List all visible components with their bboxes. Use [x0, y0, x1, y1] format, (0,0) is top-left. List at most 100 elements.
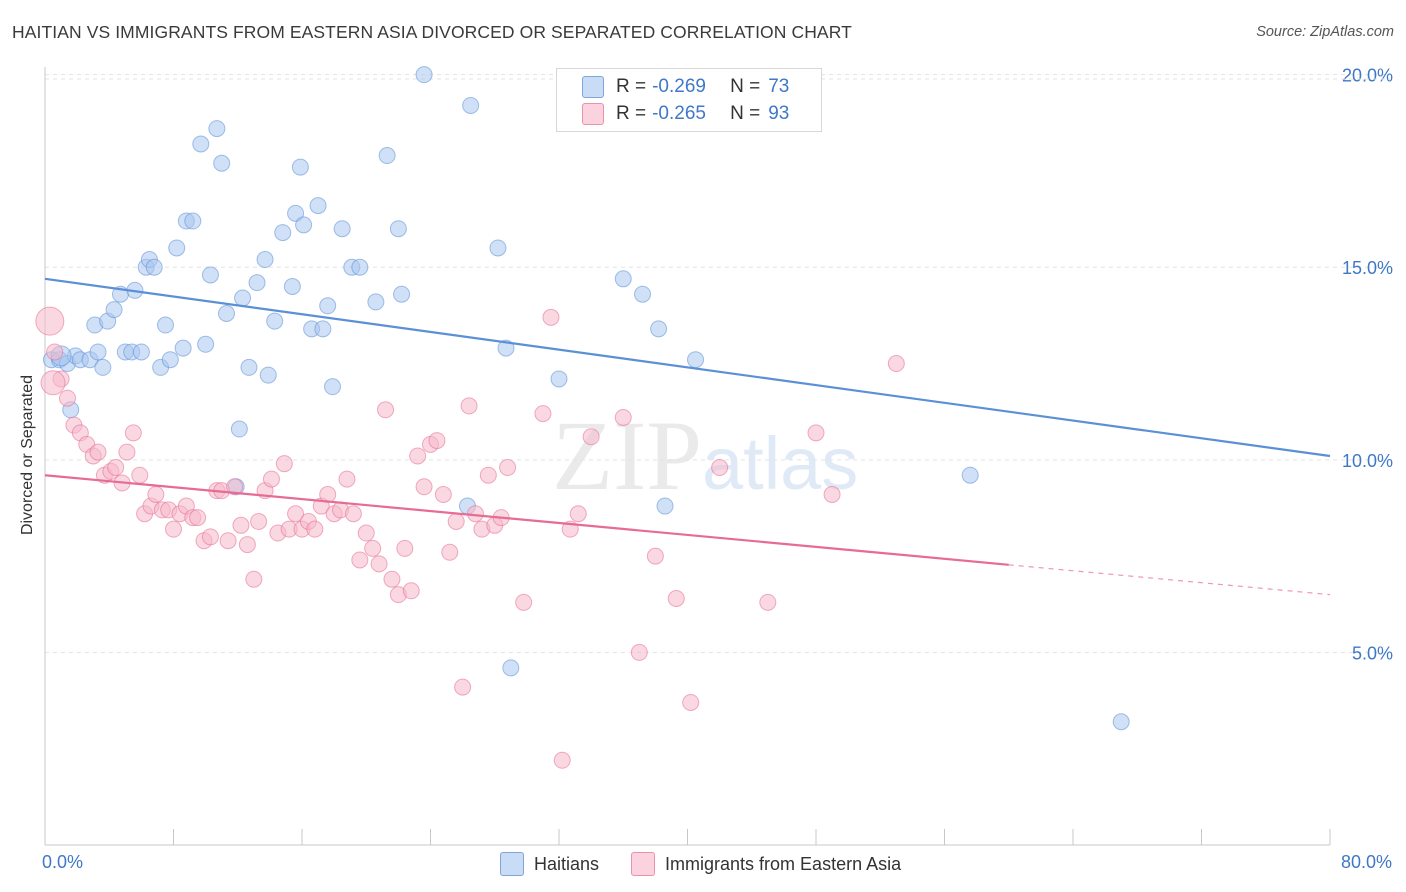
legend-n-label: N =	[730, 103, 761, 124]
haitian-point	[489, 239, 507, 257]
eastern-asia-point	[396, 539, 414, 557]
haitian-point	[201, 266, 219, 284]
eastern-asia-point	[58, 389, 76, 407]
chart-title: HAITIAN VS IMMIGRANTS FROM EASTERN ASIA …	[12, 22, 852, 42]
eastern-asia-trend-line	[44, 474, 1009, 566]
eastern-asia-point	[682, 693, 700, 711]
eastern-asia-point	[807, 424, 825, 442]
eastern-asia-point	[219, 532, 237, 550]
legend-item-eastern-asia: Immigrants from Eastern Asia	[631, 852, 901, 876]
eastern-asia-point	[515, 593, 533, 611]
haitian-point	[1112, 713, 1130, 731]
eastern-asia-point	[759, 593, 777, 611]
haitian-point	[389, 220, 407, 238]
haitian-point	[248, 274, 266, 292]
legend-item-haitians: Haitians	[500, 852, 599, 876]
legend-r-value: -0.265	[652, 103, 706, 124]
eastern-asia-point	[238, 536, 256, 554]
haitian-point	[497, 339, 515, 357]
haitian-point	[132, 343, 150, 361]
legend-label-eastern-asia: Immigrants from Eastern Asia	[665, 853, 902, 874]
eastern-asia-point	[454, 678, 472, 696]
haitian-point	[184, 212, 202, 230]
haitian-point	[168, 239, 186, 257]
legend-r-label: R =	[616, 76, 647, 97]
legend-swatch-eastern-asia	[582, 103, 604, 125]
haitian-point	[94, 358, 112, 376]
eastern-asia-point	[630, 643, 648, 661]
eastern-asia-point	[553, 751, 571, 769]
haitian-point	[266, 312, 284, 330]
eastern-asia-point	[35, 306, 65, 336]
legend-swatch-eastern-asia	[631, 852, 656, 876]
haitian-point	[324, 378, 342, 396]
correlation-legend: R = -0.269 N = 73 R = -0.265 N = 93	[556, 68, 822, 132]
haitian-point	[415, 66, 433, 84]
haitian-point	[145, 258, 163, 276]
haitian-point	[291, 158, 309, 176]
haitian-point	[656, 497, 674, 515]
eastern-asia-point	[542, 308, 560, 326]
eastern-asia-point	[344, 505, 362, 523]
legend-swatch-haitians	[582, 76, 604, 98]
haitian-point	[319, 297, 337, 315]
haitian-point	[309, 197, 327, 215]
eastern-asia-point	[460, 397, 478, 415]
eastern-asia-point	[441, 543, 459, 561]
eastern-asia-point	[499, 459, 517, 477]
eastern-asia-point	[89, 443, 107, 461]
eastern-asia-point	[479, 466, 497, 484]
haitian-point	[614, 270, 632, 288]
eastern-asia-point	[415, 478, 433, 496]
eastern-asia-point	[667, 589, 685, 607]
haitian-point	[259, 366, 277, 384]
eastern-asia-point	[409, 447, 427, 465]
haitian-point	[156, 316, 174, 334]
eastern-asia-point	[338, 470, 356, 488]
legend-r-value: -0.269	[652, 76, 706, 97]
haitian-point	[378, 147, 396, 165]
haitian-point	[351, 258, 369, 276]
eastern-asia-point	[582, 428, 600, 446]
haitian-point	[161, 351, 179, 369]
eastern-asia-point	[357, 524, 375, 542]
eastern-asia-point	[646, 547, 664, 565]
haitian-point	[174, 339, 192, 357]
eastern-asia-point	[351, 551, 369, 569]
eastern-asia-point	[40, 370, 66, 396]
haitian-point	[89, 343, 107, 361]
haitian-point	[240, 358, 258, 376]
y-tick-label: 10.0%	[1342, 451, 1393, 471]
eastern-asia-point	[402, 582, 420, 600]
y-tick-label: 5.0%	[1352, 643, 1393, 663]
series-legend: Haitians Immigrants from Eastern Asia	[500, 852, 933, 876]
eastern-asia-point	[569, 505, 587, 523]
haitian-point	[295, 216, 313, 234]
haitian-point	[256, 251, 274, 269]
eastern-asia-point	[118, 443, 136, 461]
eastern-asia-point	[275, 455, 293, 473]
haitian-point	[234, 289, 252, 307]
haitian-point	[197, 335, 215, 353]
eastern-asia-point	[262, 470, 280, 488]
eastern-asia-point	[711, 459, 729, 477]
eastern-asia-point	[823, 485, 841, 503]
eastern-asia-point	[107, 459, 125, 477]
haitian-point	[314, 320, 332, 338]
eastern-asia-point	[147, 485, 165, 503]
eastern-asia-point	[189, 509, 207, 527]
eastern-asia-point	[434, 485, 452, 503]
eastern-asia-point	[46, 343, 64, 361]
haitian-point	[333, 220, 351, 238]
haitian-point	[213, 154, 231, 172]
haitian-point	[367, 293, 385, 311]
haitian-point	[961, 466, 979, 484]
haitian-trend-line	[44, 277, 1331, 458]
legend-row-eastern-asia: R = -0.265 N = 93	[557, 100, 789, 128]
legend-n-value: 73	[768, 76, 790, 97]
eastern-asia-point	[534, 405, 552, 423]
eastern-asia-point	[370, 555, 388, 573]
eastern-asia-point	[131, 466, 149, 484]
haitian-point	[192, 135, 210, 153]
